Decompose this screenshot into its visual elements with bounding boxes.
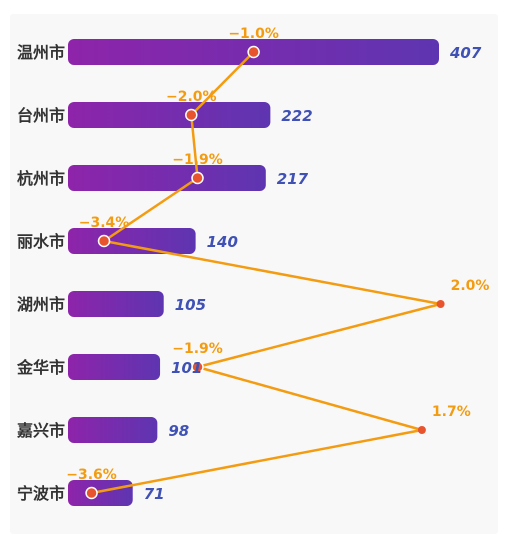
category-label: 湖州市 <box>17 295 65 314</box>
chart-panel <box>10 14 498 534</box>
change-label: −1.9% <box>172 152 223 168</box>
line-point <box>85 486 98 500</box>
change-label: −1.0% <box>228 26 279 42</box>
category-label: 杭州市 <box>17 169 65 188</box>
bar-value-label: 98 <box>168 422 189 440</box>
change-label: 1.7% <box>432 404 471 420</box>
bar <box>68 354 161 380</box>
bar <box>68 417 158 443</box>
bar-value-label: 71 <box>144 485 165 503</box>
line-point <box>247 45 260 59</box>
change-label: −1.9% <box>172 341 223 357</box>
bar <box>68 165 266 191</box>
category-label: 台州市 <box>17 106 65 125</box>
change-label: −3.4% <box>79 215 130 231</box>
bar-value-label: 101 <box>171 359 202 377</box>
bar <box>68 228 196 254</box>
category-label: 温州市 <box>16 43 65 62</box>
bar <box>68 102 271 128</box>
bar <box>68 480 133 506</box>
line-point <box>97 234 111 248</box>
line-point <box>191 171 204 185</box>
change-label: −2.0% <box>166 89 217 105</box>
line-point <box>417 426 426 434</box>
bar-value-label: 105 <box>175 296 206 314</box>
bar-value-label: 140 <box>207 233 238 251</box>
category-label: 宁波市 <box>17 484 65 503</box>
change-label: −3.6% <box>66 467 117 483</box>
bar-value-label: 222 <box>281 107 312 125</box>
bar-value-label: 217 <box>277 170 309 188</box>
bar <box>68 291 164 317</box>
bar-value-label: 407 <box>449 44 482 62</box>
line-point <box>185 108 198 122</box>
change-label: 2.0% <box>451 278 490 294</box>
category-label: 嘉兴市 <box>16 421 65 440</box>
line-point <box>436 300 445 308</box>
category-label: 丽水市 <box>17 232 65 251</box>
line-point <box>191 360 204 374</box>
change-line <box>91 51 442 495</box>
category-label: 金华市 <box>16 358 65 377</box>
